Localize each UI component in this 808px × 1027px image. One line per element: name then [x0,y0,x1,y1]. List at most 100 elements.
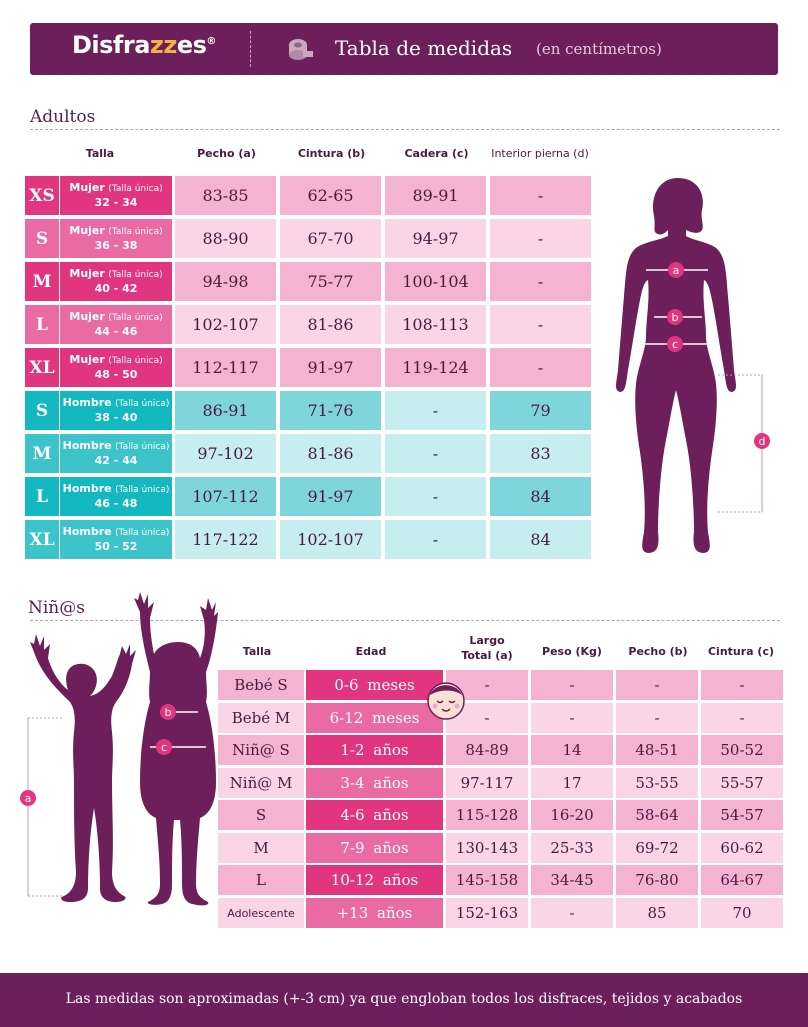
size-gender-line: Mujer (Talla única) [69,310,162,325]
kid-cell-largo: 130-143 [446,833,528,863]
cell-cadera: - [385,520,486,559]
kid-talla-cell: Niñ@ S [218,735,304,765]
size-gender-line: Hombre (Talla única) [63,525,170,540]
size-badge: L [25,477,59,516]
kid-cell-pecho: 76-80 [616,865,698,895]
cell-cadera: 119-124 [385,348,486,387]
cell-pierna: - [490,262,591,301]
brand-logo[interactable]: Disfrazzes® [72,31,216,59]
size-gender-line: Hombre (Talla única) [63,396,170,411]
size-gender-line: Hombre (Talla única) [63,482,170,497]
header-subtitle: (en centímetros) [536,40,662,58]
kid-cell-peso: 25-33 [531,833,613,863]
kid-talla-cell: M [218,833,304,863]
baby-face-icon [427,682,465,720]
kid-cell-peso: 34-45 [531,865,613,895]
woman-label-c: c [667,336,683,352]
kid-edad-cell: 3-4 años [306,768,443,798]
size-badge: S [25,219,59,258]
size-eu-range: 50 - 52 [94,540,138,553]
size-badge: S [25,391,59,430]
size-description: Hombre (Talla única) 50 - 52 [60,520,172,559]
size-badge: L [25,305,59,344]
kid-talla-cell: L [218,865,304,895]
cell-pecho: 86-91 [175,391,276,430]
kid-cell-pecho: 53-55 [616,768,698,798]
size-gender-line: Hombre (Talla única) [63,439,170,454]
size-description: Mujer (Talla única) 36 - 38 [60,219,172,258]
cell-pierna: 79 [490,391,591,430]
size-eu-range: 46 - 48 [94,497,138,510]
size-note: (Talla única) [115,485,170,495]
cell-pierna: 84 [490,520,591,559]
header-divider [250,31,251,67]
adults-header-pecho: Pecho (a) [197,147,256,160]
size-eu-range: 32 - 34 [94,196,138,209]
kid-cell-largo: 97-117 [446,768,528,798]
size-badge: M [25,262,59,301]
kid-talla-cell: Bebé S [218,670,304,700]
kid-cell-peso: - [531,670,613,700]
size-gender: Mujer [69,224,105,237]
cell-cintura: 91-97 [280,477,381,516]
cell-pecho: 97-102 [175,434,276,473]
size-note: (Talla única) [108,270,163,280]
kid-cell-cintura: 55-57 [701,768,783,798]
size-eu-range: 36 - 38 [94,239,138,252]
size-gender-line: Mujer (Talla única) [69,181,162,196]
size-gender: Mujer [69,353,105,366]
size-gender: Hombre [62,396,112,409]
size-gender-line: Mujer (Talla única) [69,353,162,368]
woman-label-a: a [668,262,684,278]
size-gender: Mujer [69,181,105,194]
kid-cell-largo: 152-163 [446,898,528,928]
size-description: Mujer (Talla única) 40 - 42 [60,262,172,301]
kid-cell-peso: 14 [531,735,613,765]
kid-talla-cell: Adolescente [218,898,304,928]
kid-edad-cell: 1-2 años [306,735,443,765]
kid-cell-pecho: 58-64 [616,800,698,830]
size-gender-line: Mujer (Talla única) [69,267,162,282]
kid-cell-cintura: 54-57 [701,800,783,830]
size-gender: Mujer [69,267,105,280]
size-description: Mujer (Talla única) 48 - 50 [60,348,172,387]
cell-cintura: 75-77 [280,262,381,301]
cell-pecho: 83-85 [175,176,276,215]
adults-section-rule [30,129,780,130]
cell-cadera: 89-91 [385,176,486,215]
cell-pecho: 107-112 [175,477,276,516]
cell-cintura: 81-86 [280,305,381,344]
size-description: Mujer (Talla única) 44 - 46 [60,305,172,344]
size-gender: Hombre [62,482,112,495]
kid-cell-cintura: 50-52 [701,735,783,765]
kid-cell-peso: 17 [531,768,613,798]
kid-edad-cell: 6-12 meses [306,703,443,733]
size-badge: XL [25,348,59,387]
size-eu-range: 44 - 46 [94,325,138,338]
woman-label-b: b [667,309,683,325]
kids-header-edad: Edad [355,645,387,658]
kid-label-b: b [160,704,176,720]
children-silhouette [27,592,218,906]
cell-pierna: - [490,348,591,387]
cell-pecho: 117-122 [175,520,276,559]
cell-cadera: - [385,477,486,516]
kid-cell-cintura: 64-67 [701,865,783,895]
size-eu-range: 42 - 44 [94,454,138,467]
size-note: (Talla única) [108,356,163,366]
adults-header-cintura: Cintura (b) [297,147,366,160]
cell-cadera: 108-113 [385,305,486,344]
cell-pierna: - [490,219,591,258]
kid-cell-peso: - [531,703,613,733]
kid-cell-cintura: - [701,703,783,733]
cell-pierna: - [490,305,591,344]
adults-header-cadera: Cadera (c) [404,147,469,160]
kids-header-largo-line2: Total (a) [461,649,513,662]
size-description: Hombre (Talla única) 46 - 48 [60,477,172,516]
kid-cell-pecho: 48-51 [616,735,698,765]
cell-cadera: 94-97 [385,219,486,258]
cell-pierna: 83 [490,434,591,473]
kid-cell-peso: 16-20 [531,800,613,830]
size-badge: M [25,434,59,473]
kid-cell-pecho: 69-72 [616,833,698,863]
